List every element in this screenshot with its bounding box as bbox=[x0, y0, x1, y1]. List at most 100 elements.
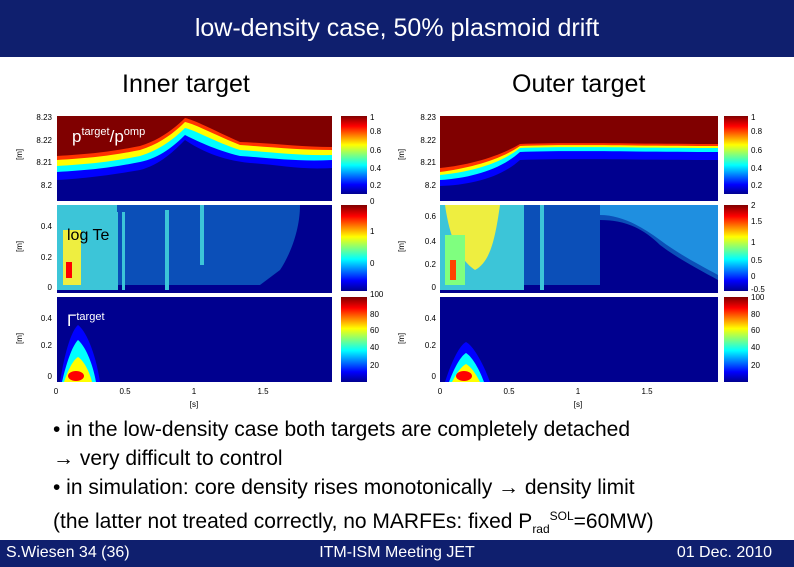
svg-text:80: 80 bbox=[370, 310, 379, 319]
svg-text:1: 1 bbox=[751, 238, 756, 247]
svg-text:0: 0 bbox=[48, 283, 53, 292]
arrow-icon: → bbox=[498, 476, 520, 499]
outer-colorbar-top bbox=[724, 116, 748, 194]
svg-text:0.2: 0.2 bbox=[41, 341, 53, 350]
inner-y-ticks-top: 8.23 8.22 8.21 8.2 bbox=[36, 113, 52, 190]
svg-text:1: 1 bbox=[370, 113, 375, 122]
svg-text:0.6: 0.6 bbox=[751, 146, 763, 155]
footer-author: S.Wiesen 34 (36) bbox=[6, 544, 130, 561]
bullet-2: • in simulation: core density rises mono… bbox=[53, 476, 635, 499]
inner-colorbar-labels: 1 0.8 0.6 0.4 0.2 0 1 0 100 80 60 40 20 bbox=[370, 113, 384, 370]
svg-text:0.5: 0.5 bbox=[503, 387, 515, 396]
svg-text:0: 0 bbox=[432, 372, 437, 381]
footer-bar: S.Wiesen 34 (36) ITM-ISM Meeting JET 01 … bbox=[0, 540, 794, 567]
svg-text:8.2: 8.2 bbox=[41, 181, 53, 190]
label-log-te: log Te bbox=[67, 227, 110, 244]
inner-colorbar-bot bbox=[341, 297, 367, 382]
svg-text:0.4: 0.4 bbox=[370, 164, 382, 173]
inner-x-ticks: 0 0.5 1 1.5 [s] bbox=[54, 387, 269, 409]
svg-text:60: 60 bbox=[751, 326, 760, 335]
svg-text:-0.5: -0.5 bbox=[751, 285, 765, 294]
outer-colorbar-labels: 1 0.8 0.6 0.4 0.2 2 1.5 1 0.5 0 -0.5 100… bbox=[751, 113, 765, 370]
svg-text:8.22: 8.22 bbox=[36, 136, 52, 145]
inner-ratio-panel bbox=[57, 116, 332, 201]
contour-plots: ptarget/pomp log Te Γtarget 8.23 8.22 8.… bbox=[15, 113, 765, 409]
svg-text:0.2: 0.2 bbox=[41, 253, 53, 262]
outer-x-ticks: 0 0.5 1 1.5 [s] bbox=[438, 387, 653, 409]
svg-text:20: 20 bbox=[751, 361, 760, 370]
outer-ratio-panel bbox=[440, 116, 718, 201]
inner-y-ticks-bot: 0.4 0.2 0 bbox=[41, 314, 53, 381]
label-pressure-ratio: ptarget/pomp bbox=[72, 126, 145, 146]
svg-text:8.23: 8.23 bbox=[36, 113, 52, 122]
slide-title: low-density case, 50% plasmoid drift bbox=[194, 14, 600, 42]
footer-date: 01 Dec. 2010 bbox=[676, 544, 772, 561]
svg-text:0: 0 bbox=[751, 272, 756, 281]
svg-text:80: 80 bbox=[751, 310, 760, 319]
bullet-1: • in the low-density case both targets a… bbox=[53, 418, 631, 441]
svg-text:0: 0 bbox=[432, 283, 437, 292]
heading-inner-target: Inner target bbox=[122, 70, 250, 98]
bullet-list: • in the low-density case both targets a… bbox=[53, 415, 773, 544]
svg-text:40: 40 bbox=[370, 343, 379, 352]
svg-text:[m]: [m] bbox=[15, 241, 24, 252]
svg-text:0.4: 0.4 bbox=[425, 237, 437, 246]
svg-text:0: 0 bbox=[370, 259, 375, 268]
bullet-1-continued: → very difficult to control bbox=[53, 447, 283, 470]
svg-text:0.8: 0.8 bbox=[370, 127, 382, 136]
inner-gamma-panel bbox=[57, 297, 332, 382]
svg-text:8.23: 8.23 bbox=[420, 113, 436, 122]
svg-text:1: 1 bbox=[370, 227, 375, 236]
svg-text:[m]: [m] bbox=[15, 333, 24, 344]
svg-text:8.2: 8.2 bbox=[425, 181, 437, 190]
svg-text:0: 0 bbox=[370, 197, 375, 206]
inner-logte-panel bbox=[57, 205, 332, 293]
svg-text:0.8: 0.8 bbox=[751, 127, 763, 136]
svg-text:8.21: 8.21 bbox=[420, 158, 436, 167]
arrow-icon: → bbox=[53, 447, 74, 470]
svg-text:60: 60 bbox=[370, 326, 379, 335]
bullet-2-continued: (the latter not treated correctly, no MA… bbox=[53, 509, 654, 537]
svg-text:[s]: [s] bbox=[574, 400, 582, 409]
outer-y-ticks-bot: 0.4 0.2 0 bbox=[425, 314, 437, 381]
svg-text:0.2: 0.2 bbox=[370, 181, 382, 190]
svg-text:0.5: 0.5 bbox=[751, 256, 763, 265]
svg-text:[m]: [m] bbox=[397, 149, 406, 160]
page-number: 34 (36) bbox=[78, 544, 130, 561]
svg-text:0.5: 0.5 bbox=[119, 387, 131, 396]
y-unit-labels: [m] [m] [m] [m] [m] [m] bbox=[15, 149, 406, 344]
svg-text:1.5: 1.5 bbox=[257, 387, 269, 396]
svg-text:8.22: 8.22 bbox=[420, 136, 436, 145]
svg-text:1.5: 1.5 bbox=[641, 387, 653, 396]
svg-text:0: 0 bbox=[438, 387, 443, 396]
svg-text:0: 0 bbox=[54, 387, 59, 396]
svg-text:1: 1 bbox=[192, 387, 197, 396]
outer-gamma-panel bbox=[440, 297, 718, 382]
heading-outer-target: Outer target bbox=[512, 70, 646, 98]
svg-text:0.4: 0.4 bbox=[41, 314, 53, 323]
outer-logte-panel bbox=[440, 205, 718, 293]
inner-y-ticks-mid: 0.4 0.2 0 bbox=[41, 222, 53, 292]
svg-text:0.4: 0.4 bbox=[41, 222, 53, 231]
svg-text:1: 1 bbox=[576, 387, 581, 396]
svg-text:0.4: 0.4 bbox=[751, 164, 763, 173]
outer-y-ticks-mid: 0.6 0.4 0.2 0 bbox=[425, 212, 437, 292]
svg-text:8.21: 8.21 bbox=[36, 158, 52, 167]
outer-colorbar-bot bbox=[724, 297, 748, 382]
svg-text:1.5: 1.5 bbox=[751, 217, 763, 226]
svg-text:0.6: 0.6 bbox=[370, 146, 382, 155]
svg-text:0.2: 0.2 bbox=[751, 181, 763, 190]
svg-text:20: 20 bbox=[370, 361, 379, 370]
svg-text:[m]: [m] bbox=[397, 241, 406, 252]
svg-text:0.4: 0.4 bbox=[425, 314, 437, 323]
svg-text:[s]: [s] bbox=[190, 400, 198, 409]
svg-text:100: 100 bbox=[751, 293, 765, 302]
outer-y-ticks-top: 8.23 8.22 8.21 8.2 bbox=[420, 113, 436, 190]
inner-target-plots bbox=[57, 116, 367, 382]
inner-colorbar-mid bbox=[341, 205, 367, 291]
svg-text:0.6: 0.6 bbox=[425, 212, 437, 221]
svg-text:2: 2 bbox=[751, 201, 756, 210]
svg-text:1: 1 bbox=[751, 113, 756, 122]
svg-text:0.2: 0.2 bbox=[425, 260, 437, 269]
svg-text:100: 100 bbox=[370, 290, 384, 299]
